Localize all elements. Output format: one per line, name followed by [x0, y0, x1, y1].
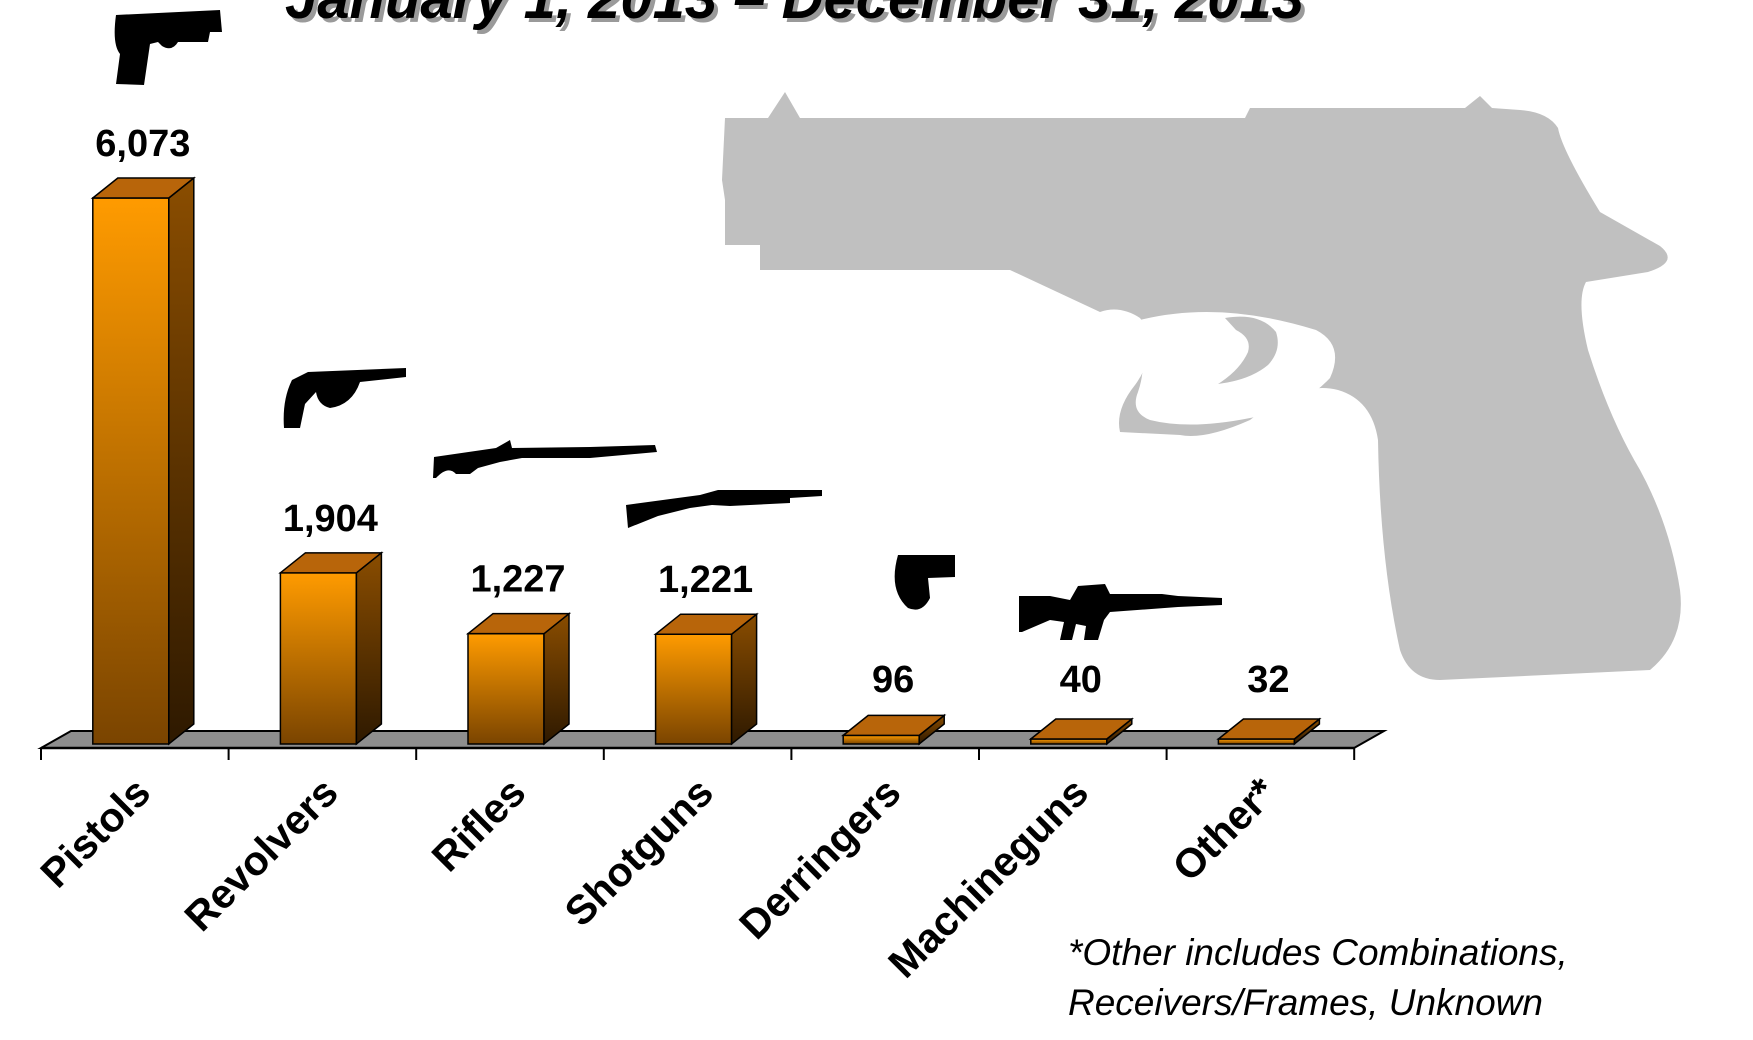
footnote-line-2: Receivers/Frames, Unknown: [1068, 982, 1543, 1023]
bar-shotguns: [656, 614, 757, 744]
footnote-line-1: *Other includes Combinations,: [1068, 932, 1568, 973]
category-label: Derringers: [730, 769, 909, 948]
rifle-icon: [433, 440, 657, 478]
value-label: 1,227: [470, 559, 565, 601]
chart-title: January 1, 2013 – December 31, 2013: [285, 0, 1304, 31]
derringer-icon: [895, 555, 955, 610]
bar-revolvers: [280, 553, 381, 744]
revolver-icon: [284, 368, 406, 428]
category-label: Machineguns: [879, 769, 1097, 987]
pistol-icon: [115, 10, 222, 85]
category-label: Shotguns: [556, 769, 722, 935]
category-label: Pistols: [32, 769, 160, 897]
value-label: 40: [1060, 659, 1102, 701]
bar-rifles: [468, 614, 569, 744]
value-label: 6,073: [95, 123, 190, 165]
value-label: 1,221: [658, 559, 753, 601]
value-label: 32: [1247, 659, 1289, 701]
machinegun-icon: [1019, 584, 1222, 640]
category-label: Other*: [1164, 769, 1285, 890]
value-label: 1,904: [283, 498, 378, 540]
category-label: Revolvers: [176, 769, 347, 940]
shotgun-icon: [626, 490, 822, 528]
value-label: 96: [872, 659, 914, 701]
bar-pistols: [93, 178, 194, 744]
category-label: Rifles: [423, 769, 534, 880]
x-axis-ticks: [41, 748, 1354, 760]
